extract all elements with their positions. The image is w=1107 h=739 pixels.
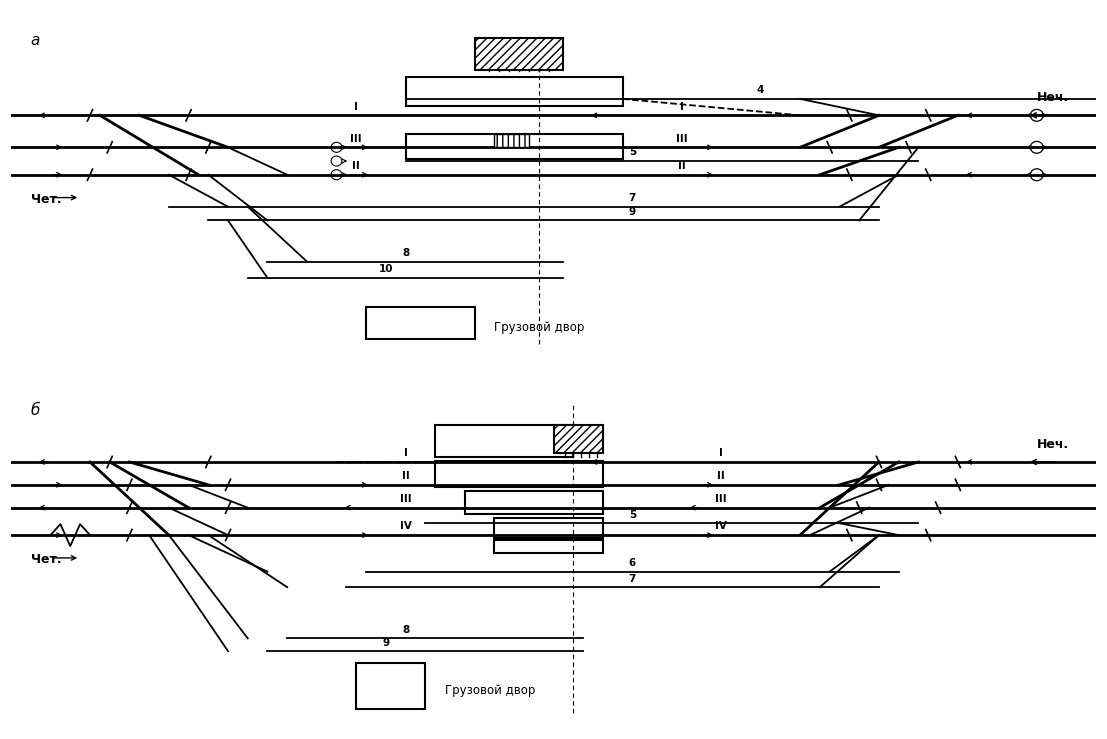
Text: II: II: [677, 161, 685, 171]
Bar: [435, 461, 603, 487]
Text: 4: 4: [757, 85, 764, 95]
Text: II: II: [352, 161, 360, 171]
Text: 9: 9: [629, 207, 635, 217]
Bar: [405, 77, 622, 106]
Text: I: I: [354, 102, 359, 112]
Text: Грузовой двор: Грузовой двор: [445, 684, 536, 697]
Text: III: III: [676, 134, 687, 143]
Text: I: I: [720, 449, 723, 458]
Bar: [435, 426, 573, 457]
Bar: [495, 518, 603, 538]
Text: 8: 8: [402, 248, 410, 258]
Text: II: II: [717, 471, 725, 481]
Text: IV: IV: [715, 522, 727, 531]
Text: 8: 8: [402, 624, 410, 635]
Text: a: a: [31, 33, 40, 48]
Text: Чет.: Чет.: [31, 554, 61, 566]
Text: III: III: [351, 134, 362, 143]
Text: 9: 9: [382, 638, 390, 647]
Text: III: III: [715, 494, 727, 504]
Text: Чет.: Чет.: [31, 193, 61, 206]
Text: I: I: [404, 449, 407, 458]
Text: 7: 7: [629, 573, 637, 584]
Text: Грузовой двор: Грузовой двор: [495, 321, 584, 334]
Bar: [475, 38, 563, 69]
Text: 5: 5: [629, 147, 637, 157]
Bar: [495, 134, 529, 147]
Bar: [356, 663, 425, 709]
Text: III: III: [400, 494, 412, 504]
Text: 10: 10: [379, 265, 393, 274]
Bar: [366, 307, 475, 339]
Bar: [405, 134, 622, 159]
Text: б: б: [31, 403, 40, 418]
Text: 7: 7: [629, 193, 637, 203]
Text: 5: 5: [629, 510, 637, 520]
Text: IV: IV: [400, 522, 412, 531]
Bar: [465, 491, 603, 514]
Bar: [554, 426, 603, 453]
Text: Неч.: Неч.: [1037, 438, 1069, 451]
Bar: [495, 539, 603, 554]
Text: II: II: [402, 471, 410, 481]
Text: 6: 6: [629, 558, 637, 568]
Text: I: I: [680, 102, 684, 112]
Text: Неч.: Неч.: [1037, 92, 1069, 104]
